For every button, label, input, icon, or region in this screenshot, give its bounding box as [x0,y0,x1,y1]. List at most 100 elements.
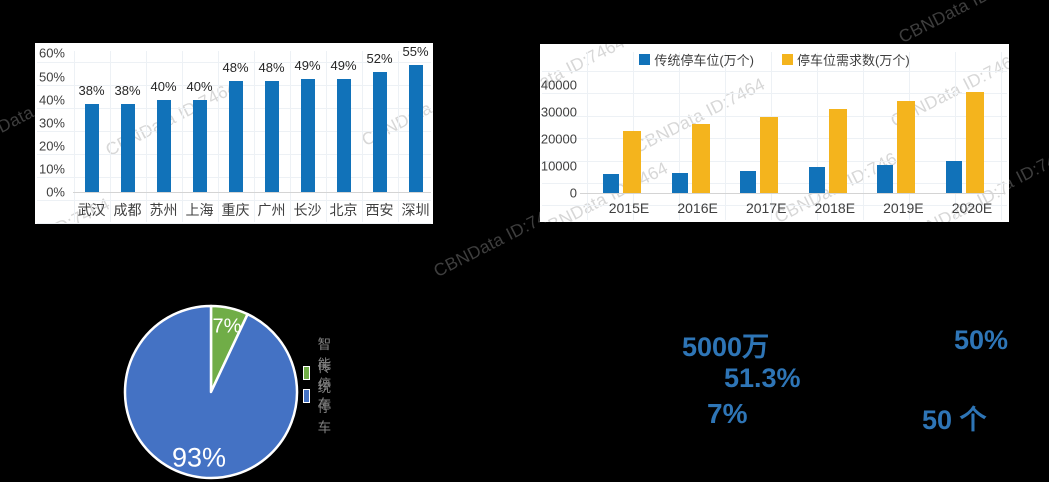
x-axis-category-label: 长沙 [293,202,322,218]
bar [408,64,423,192]
legend-swatch [782,54,793,65]
grid-line-vertical [1001,52,1002,220]
y-axis-tick-label: 0% [46,184,65,200]
figure-50ge: 50 个 [922,405,987,435]
legend-swatch-green [303,366,310,380]
legend-item: 停车位需求数(万个) [782,50,910,69]
bar [228,81,243,192]
legend-label: 停车位需求数(万个) [797,53,910,68]
bar-value-label: 48% [222,60,249,76]
grid-line-vertical [253,51,255,222]
x-axis-category-label: 2017E [745,200,787,216]
grid-line-vertical [679,52,680,220]
bar-traditional [946,160,962,193]
bar-value-label: 52% [366,50,393,66]
pie-slice [123,304,299,480]
grid-line-horizontal [542,115,1007,117]
pie-legend-item-smart: 智能停车 [303,337,339,412]
x-axis-category-label: 苏州 [149,202,178,218]
y-axis-tick-label: 30% [38,115,65,131]
bar [192,99,207,192]
grid-line-vertical [725,52,726,220]
grid-line-vertical [361,51,363,222]
pie-slice-label-traditional: 93% [171,442,227,473]
bar-demand [623,130,641,193]
x-axis-category-label: 2018E [814,200,856,216]
bar-value-label: 38% [78,83,105,99]
x-axis-category-label: 西安 [365,202,394,218]
y-axis-tick-label: 0 [569,185,577,201]
x-axis-line [73,192,431,193]
x-axis-category-label: 重庆 [221,202,250,218]
grid-line-vertical [145,51,147,222]
x-axis-category-label: 上海 [185,202,214,218]
chart-legend: 传统停车位(万个) 停车位需求数(万个) [540,50,1009,69]
grid-line-horizontal [37,62,431,63]
legend-swatch [639,54,651,65]
x-axis-line [580,193,1004,194]
x-axis-category-label: 深圳 [401,202,430,218]
bar-demand [691,124,710,193]
bar-value-label: 55% [402,43,429,59]
watermark-text: CBNData ID:7464 [895,0,1034,47]
bar-value-label: 38% [114,83,141,99]
grid-line-horizontal [542,93,1007,95]
bar-value-label: 49% [330,57,357,73]
grid-line-vertical [289,51,291,222]
bar-value-label: 48% [258,60,285,76]
y-axis-tick-label: 20% [38,138,65,154]
grid-line-vertical [325,51,327,222]
grid-line-vertical [863,52,864,220]
bar [84,104,99,192]
bar-value-label: 40% [150,78,177,94]
grid-line-vertical [109,51,111,222]
x-axis-category-label: 2020E [951,200,993,216]
x-axis-category-label: 2019E [883,200,924,216]
pie-graphic [123,304,299,480]
bar-traditional [877,164,894,193]
grid-line-horizontal [37,223,431,224]
bar [120,104,135,192]
pie-legend-label: 智能停车 [317,337,332,412]
grid-line-vertical [73,51,75,222]
grid-line-vertical [181,51,183,222]
bar [336,78,351,192]
bar-traditional [671,172,688,193]
x-axis-category-label: 武汉 [77,202,106,218]
grid-line-vertical [817,52,818,220]
y-axis-tick-label: 40000 [540,77,577,93]
legend-swatch-blue [303,389,310,403]
x-axis-category-label: 2015E [608,200,650,216]
legend-label: 传统停车位(万个) [654,53,754,68]
bar [372,71,387,192]
y-axis-tick-label: 50% [38,69,65,84]
pie-slice-label-smart: 7% [212,315,242,338]
bar-demand [966,91,984,193]
y-axis-tick-label: 10% [38,161,65,177]
grid-line-vertical [955,52,956,220]
y-axis-tick-label: 20000 [540,131,577,147]
bar [264,81,279,192]
grid-line-vertical [217,51,219,222]
x-axis-category-label: 北京 [329,202,358,218]
figure-51-3pct: 51.3% [724,363,801,393]
x-axis-category-label: 广州 [257,202,286,218]
grid-line-horizontal [542,71,1007,72]
y-axis-tick-label: 60% [38,45,65,61]
y-axis-tick-label: 30000 [540,104,577,120]
bar-demand [828,109,847,193]
grid-line-vertical [397,51,399,222]
grid-line-vertical [587,52,588,220]
grid-line-horizontal [37,200,431,201]
figure-7pct: 7% [707,398,748,429]
pie-legend: 智能停车 传统停车 [303,337,339,435]
bar [300,78,315,192]
pie-legend-item-traditional: 传统停车 [303,360,339,435]
bar [156,99,171,192]
bar-demand [760,117,779,193]
legend-item: 传统停车位(万个) [639,50,754,69]
y-axis-tick-label: 10000 [540,158,577,174]
